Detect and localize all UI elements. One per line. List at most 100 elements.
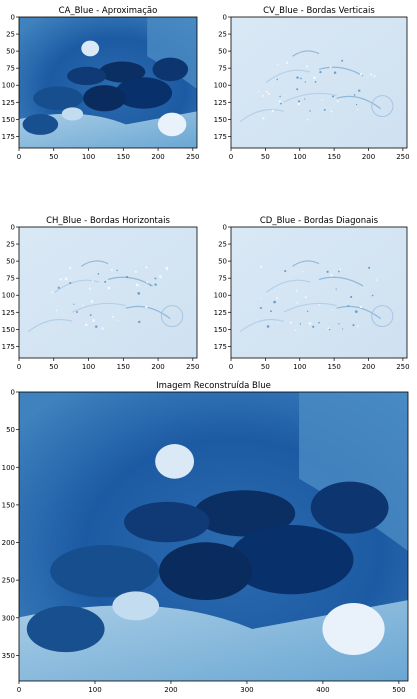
x-tick-label: 200: [151, 153, 164, 161]
edge-speck: [259, 306, 262, 310]
garlic-shape: [155, 444, 195, 479]
x-tick-label: 200: [151, 363, 164, 371]
edge-speck: [294, 329, 297, 331]
edge-stroke: [160, 305, 184, 328]
edge-speck: [339, 268, 341, 271]
edge-stroke: [371, 305, 394, 328]
x-tick-label: 200: [164, 686, 177, 694]
edge-speck: [112, 315, 115, 318]
edge-stroke: [336, 305, 381, 320]
edge-speck: [347, 305, 350, 308]
pepper-shape: [26, 605, 105, 653]
garlic-shape: [157, 112, 187, 137]
y-tick-label: 100: [2, 292, 15, 300]
edge-stroke: [239, 318, 284, 333]
y-tick-label: 100: [2, 464, 15, 472]
edge-speck: [279, 95, 281, 98]
edge-speck: [110, 268, 113, 271]
subplot-2: CV_Blue - Bordas Verticais 0 50 100 150 200 25…: [214, 6, 410, 161]
pepper-shape: [310, 481, 389, 534]
garlic-shape: [322, 602, 385, 655]
edge-speck: [373, 75, 376, 78]
edge-speck: [273, 300, 277, 304]
image-area: [231, 227, 407, 358]
cloth-shape: [19, 600, 408, 681]
edge-speck: [260, 265, 263, 268]
edge-stroke: [318, 66, 364, 77]
edge-speck: [88, 287, 91, 290]
edge-speck: [73, 303, 75, 305]
x-tick-label: 500: [392, 686, 405, 694]
x-tick-label: 50: [261, 153, 270, 161]
edge-speck: [330, 308, 332, 311]
edge-speck: [289, 321, 292, 324]
edge-speck: [165, 266, 169, 269]
edge-speck: [277, 322, 279, 324]
edge-speck: [304, 296, 307, 299]
x-tick-label: 300: [240, 686, 253, 694]
edge-speck: [116, 269, 118, 272]
y-tick-label: 150: [2, 326, 15, 334]
edge-speck: [104, 280, 107, 283]
edge-speck: [94, 325, 98, 328]
subplot-3: CH_Blue - Bordas Horizontais 0 50 100 150 200…: [2, 216, 200, 371]
edge-speck: [149, 284, 152, 287]
edge-speck: [262, 94, 264, 97]
y-tick-label: 125: [214, 309, 227, 317]
edge-speck: [295, 289, 298, 292]
y-tick-label: 175: [2, 133, 15, 141]
edge-stroke: [239, 108, 284, 123]
y-tick-label: 125: [214, 99, 227, 107]
edge-speck: [69, 266, 72, 270]
axes-frame: [230, 226, 408, 359]
edge-speck: [370, 73, 373, 76]
x-tick-label: 100: [82, 153, 95, 161]
y-tick-label: 0: [11, 14, 15, 22]
edge-speck: [336, 100, 339, 103]
edge-speck: [97, 272, 100, 275]
edge-speck: [276, 63, 279, 65]
y-tick-label: 100: [2, 82, 15, 90]
edge-speck: [318, 321, 320, 324]
edge-speck: [306, 65, 309, 68]
x-tick-label: 150: [117, 153, 130, 161]
pepper-shape: [22, 113, 59, 135]
edge-speck: [375, 279, 378, 281]
y-tick-label: 100: [214, 292, 227, 300]
edge-speck: [330, 274, 333, 277]
edge-speck: [275, 297, 279, 300]
edge-speck: [134, 270, 137, 273]
y-tick-label: 175: [214, 133, 227, 141]
edge-speck: [154, 277, 157, 280]
edge-speck: [92, 319, 95, 322]
edge-stroke: [265, 69, 311, 83]
edge-speck: [319, 71, 322, 74]
edge-speck: [328, 328, 331, 331]
x-tick-label: 50: [49, 153, 58, 161]
edge-speck: [323, 108, 326, 111]
cloth-shape: [19, 111, 197, 148]
y-tick-label: 50: [6, 48, 15, 56]
edge-speck: [314, 80, 317, 83]
axes-frame: [18, 391, 409, 682]
garlic-shape: [112, 591, 160, 621]
edge-speck: [154, 283, 157, 286]
edge-speck: [309, 110, 311, 112]
y-tick-label: 150: [214, 326, 227, 334]
x-tick-label: 400: [316, 686, 329, 694]
y-tick-label: 250: [2, 577, 15, 585]
edge-speck: [146, 280, 149, 283]
y-tick-label: 150: [214, 116, 227, 124]
edge-speck: [327, 327, 330, 330]
garlic-shape: [81, 40, 100, 57]
y-tick-label: 25: [218, 241, 227, 249]
x-tick-label: 250: [396, 153, 409, 161]
edge-speck: [76, 311, 79, 314]
edge-stroke: [80, 260, 109, 267]
edge-speck: [304, 81, 307, 83]
edge-stroke: [107, 276, 153, 287]
y-tick-label: 200: [2, 539, 15, 547]
edge-speck: [320, 99, 323, 102]
edge-stroke: [283, 302, 337, 313]
pepper-shape: [194, 490, 296, 537]
